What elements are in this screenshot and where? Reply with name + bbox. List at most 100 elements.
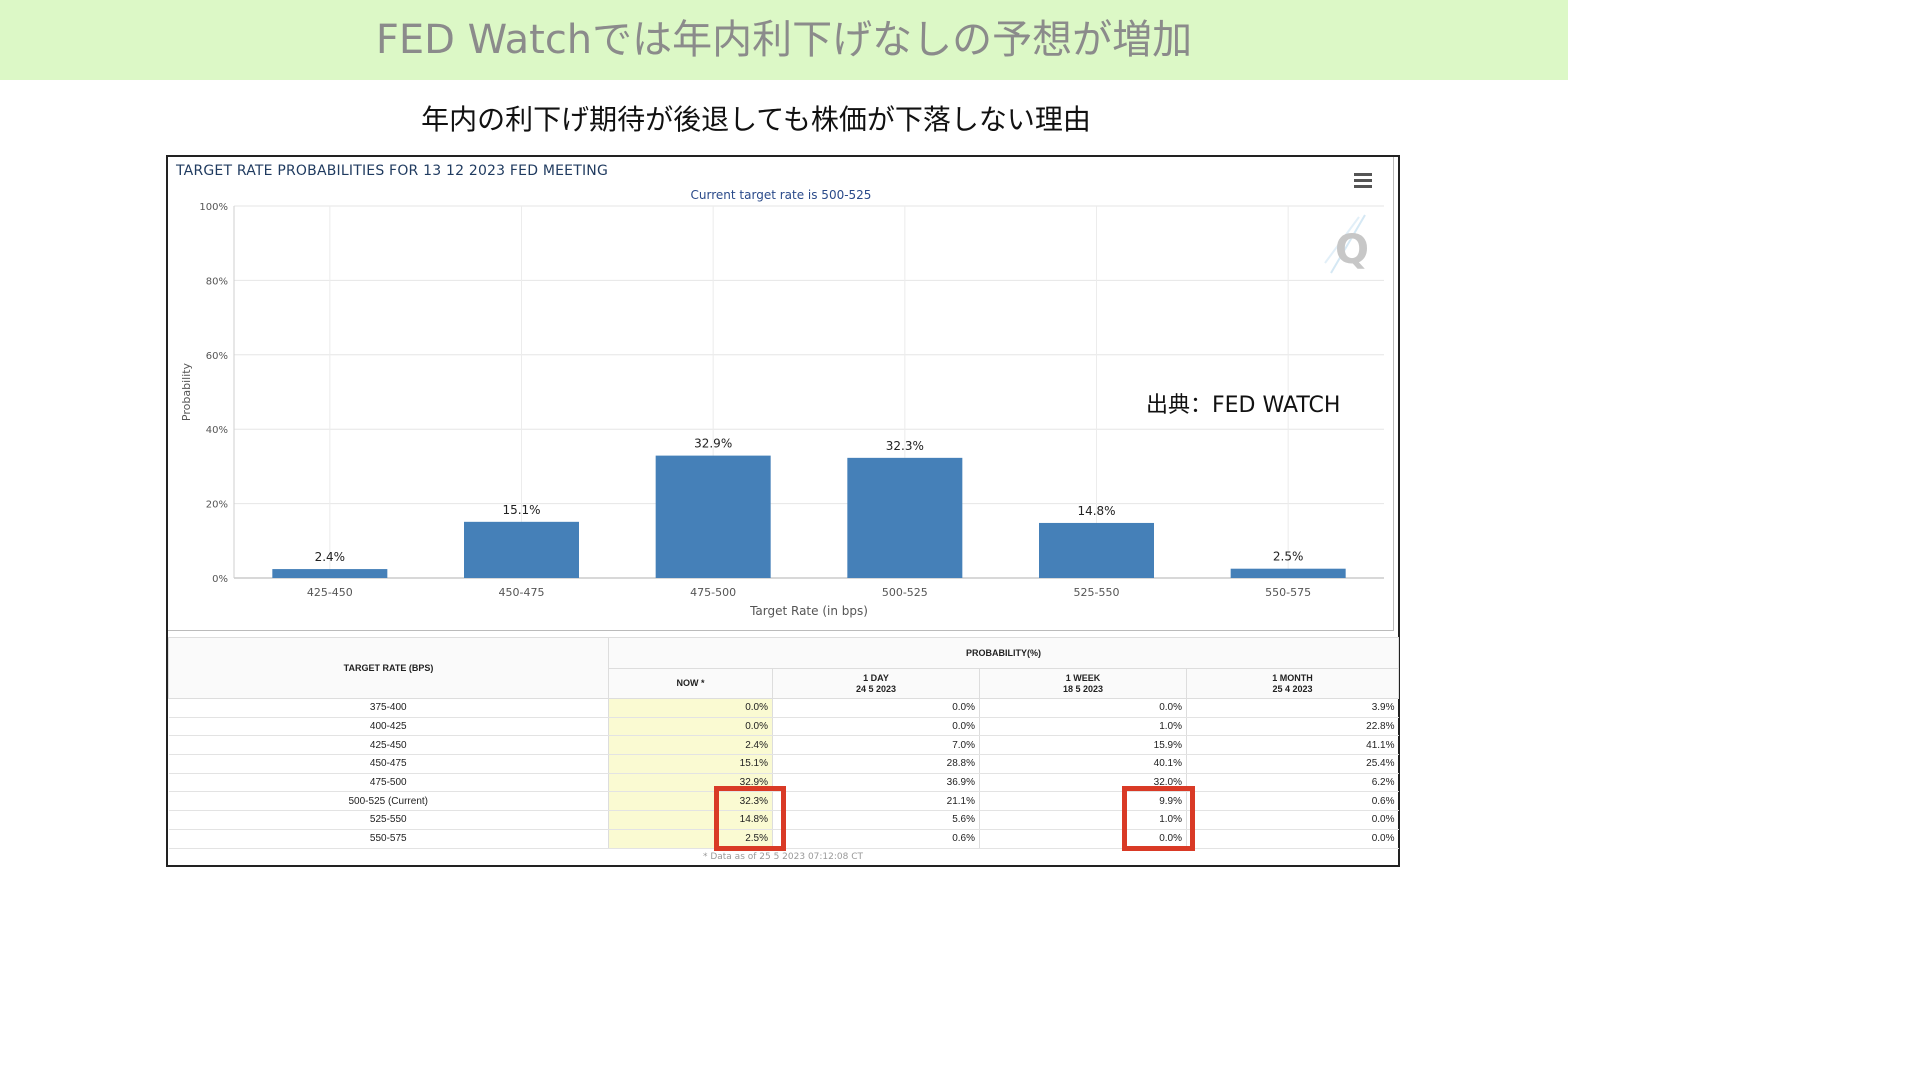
chart-title: TARGET RATE PROBABILITIES FOR 13 12 2023… xyxy=(176,163,609,179)
probability-cell: 3.9% xyxy=(1186,698,1399,718)
table-row: 475-500 32.9% 36.9% 32.0% 6.2% xyxy=(168,773,1399,793)
x-tick-label: 425-450 xyxy=(307,586,353,599)
highlight-box-now xyxy=(714,786,786,851)
x-tick-label: 450-475 xyxy=(499,586,545,599)
probability-table-wrap: TARGET RATE (BPS) PROBABILITY(%) NOW * 1 … xyxy=(168,637,1399,865)
bar-525-550 xyxy=(1039,522,1154,578)
chart-subtitle: Current target rate is 500-525 xyxy=(690,188,872,202)
x-axis-title: Target Rate (in bps) xyxy=(749,604,868,618)
x-tick-label: 500-525 xyxy=(882,586,928,599)
probability-cell: 9.9% xyxy=(979,791,1187,812)
banner-title: FED Watchでは年内利下げなしの予想が増加 xyxy=(375,17,1193,63)
rate-cell: 400-425 xyxy=(168,717,609,737)
probability-cell: 32.3% xyxy=(608,791,773,812)
probability-cell: 0.0% xyxy=(608,698,773,718)
probability-cell: 0.6% xyxy=(1186,791,1399,812)
x-tick-label: 475-500 xyxy=(690,586,736,599)
chart-area: 0% 20% 40% 60% 80% 100% 2.4% 425-450 15.1% 450-47… xyxy=(168,157,1394,631)
probability-cell: 0.0% xyxy=(608,717,773,737)
rate-cell: 450-475 xyxy=(168,754,609,774)
probability-cell: 22.8% xyxy=(1186,717,1399,737)
column-header: 1 MONTH 25 4 2023 xyxy=(1186,668,1399,699)
table-row: 500-525 (Current) 32.3% 21.1% 9.9% 0.6% xyxy=(168,791,1399,812)
probability-cell: 28.8% xyxy=(772,754,980,774)
rate-cell: 550-575 xyxy=(168,829,609,849)
column-label: NOW * xyxy=(676,678,705,688)
probability-cell: 2.5% xyxy=(608,829,773,849)
rate-cell: 525-550 xyxy=(168,810,609,830)
probability-cell: 0.0% xyxy=(772,717,980,737)
bar-425-450 xyxy=(272,569,388,578)
probability-cell: 21.1% xyxy=(772,791,980,812)
fedwatch-panel: 0% 20% 40% 60% 80% 100% 2.4% 425-450 15.1% 450-47… xyxy=(166,155,1400,867)
hamburger-menu-icon[interactable] xyxy=(1354,173,1372,189)
column-date: 18 5 2023 xyxy=(1062,683,1104,694)
column-label: 1 MONTH xyxy=(1272,672,1313,683)
probability-cell: 6.2% xyxy=(1186,773,1399,793)
probability-cell: 25.4% xyxy=(1186,754,1399,774)
column-label: 1 DAY xyxy=(863,672,889,683)
probability-cell: 0.0% xyxy=(1186,829,1399,849)
probability-table: TARGET RATE (BPS) PROBABILITY(%) NOW * 1 … xyxy=(168,637,1399,849)
highlight-box-1week xyxy=(1122,786,1195,851)
rate-cell: 500-525 (Current) xyxy=(168,791,609,812)
probability-cell: 36.9% xyxy=(772,773,980,793)
q-logo-icon: Q xyxy=(1324,214,1369,274)
source-note: 出典：FED WATCH xyxy=(1146,393,1341,418)
header-banner: FED Watchでは年内利下げなしの予想が増加 xyxy=(0,0,1568,80)
table-row: 525-550 14.8% 5.6% 1.0% 0.0% xyxy=(168,810,1399,830)
probability-cell: 1.0% xyxy=(979,810,1187,830)
y-tick-label: 0% xyxy=(212,574,228,585)
y-axis-title: Probability xyxy=(180,362,193,421)
data-label: 32.3% xyxy=(886,439,924,453)
probability-cell: 2.4% xyxy=(608,735,773,756)
data-label: 32.9% xyxy=(694,437,732,451)
y-tick-label: 40% xyxy=(206,425,228,436)
probability-cell: 7.0% xyxy=(772,735,980,756)
table-row: 375-400 0.0% 0.0% 0.0% 3.9% xyxy=(168,698,1399,718)
y-tick-label: 20% xyxy=(206,500,228,511)
probability-cell: 1.0% xyxy=(979,717,1187,737)
probability-cell: 0.0% xyxy=(1186,810,1399,830)
x-tick-label: 550-575 xyxy=(1265,586,1311,599)
header-probability: PROBABILITY(%) xyxy=(608,637,1399,669)
probability-cell: 0.0% xyxy=(979,829,1187,849)
column-header: NOW * xyxy=(608,668,773,699)
bar-500-525 xyxy=(847,457,963,578)
rate-cell: 425-450 xyxy=(168,735,609,756)
bar-550-575 xyxy=(1230,568,1346,578)
bar-450-475 xyxy=(464,521,579,578)
column-date: 24 5 2023 xyxy=(855,683,897,694)
y-tick-label: 100% xyxy=(199,202,228,213)
table-row: 550-575 2.5% 0.6% 0.0% 0.0% xyxy=(168,829,1399,849)
y-tick-label: 60% xyxy=(206,351,228,362)
column-header: 1 DAY 24 5 2023 xyxy=(772,668,980,699)
table-row: 450-475 15.1% 28.8% 40.1% 25.4% xyxy=(168,754,1399,774)
data-label: 14.8% xyxy=(1077,504,1115,518)
bar-475-500 xyxy=(655,455,771,578)
data-label: 2.5% xyxy=(1273,550,1304,564)
bar-chart: 0% 20% 40% 60% 80% 100% 2.4% 425-450 15.1% 450-47… xyxy=(180,202,1384,618)
probability-cell: 5.6% xyxy=(772,810,980,830)
probability-cell: 40.1% xyxy=(979,754,1187,774)
rate-cell: 475-500 xyxy=(168,773,609,793)
data-label: 2.4% xyxy=(315,550,346,564)
column-date: 25 4 2023 xyxy=(1272,683,1313,694)
probability-cell: 0.0% xyxy=(772,698,980,718)
table-row: 400-425 0.0% 0.0% 1.0% 22.8% xyxy=(168,717,1399,737)
table-footnote: * Data as of 25 5 2023 07:12:08 CT xyxy=(702,851,864,862)
column-label: 1 WEEK xyxy=(1065,672,1101,683)
data-label: 15.1% xyxy=(502,503,540,517)
probability-cell: 41.1% xyxy=(1186,735,1399,756)
x-tick-label: 525-550 xyxy=(1074,586,1120,599)
y-tick-label: 80% xyxy=(206,276,228,287)
rate-cell: 375-400 xyxy=(168,698,609,718)
probability-cell: 0.6% xyxy=(772,829,980,849)
probability-cell: 0.0% xyxy=(979,698,1187,718)
probability-cell: 15.9% xyxy=(979,735,1187,756)
page-subtitle: 年内の利下げ期待が後退しても株価が下落しない理由 xyxy=(421,103,1091,136)
table-row: 425-450 2.4% 7.0% 15.9% 41.1% xyxy=(168,735,1399,756)
probability-cell: 14.8% xyxy=(608,810,773,830)
svg-text:Q: Q xyxy=(1335,227,1369,273)
probability-cell: 15.1% xyxy=(608,754,773,774)
